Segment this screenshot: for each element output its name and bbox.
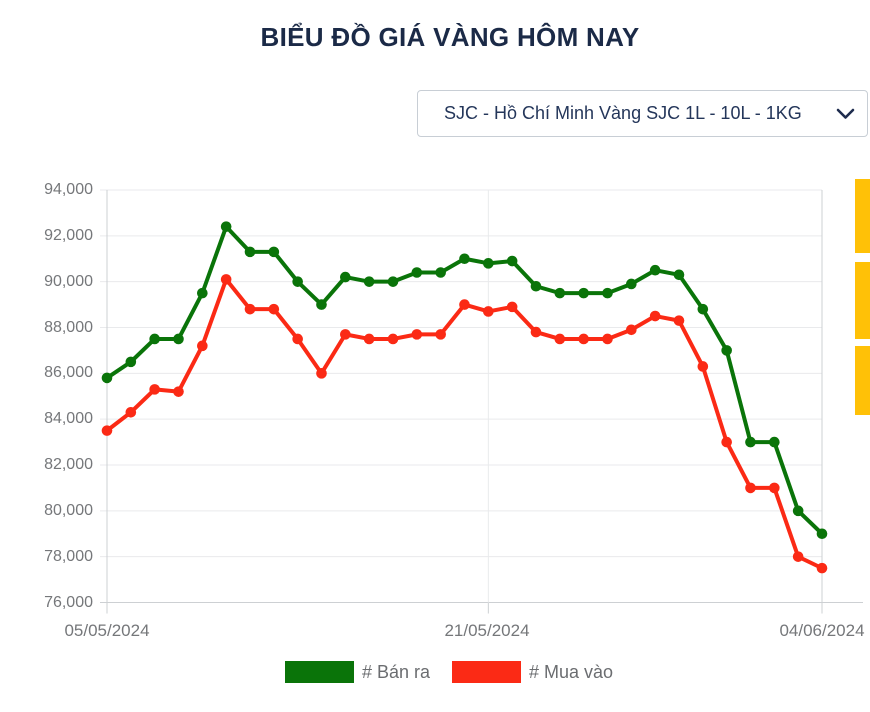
data-point [506, 301, 518, 313]
data-point [530, 326, 542, 338]
data-point [220, 221, 232, 232]
data-point [506, 255, 518, 267]
data-point [721, 345, 732, 356]
data-point [268, 303, 280, 315]
gold-type-select-value: SJC - Hồ Chí Minh Vàng SJC 1L - 10L - 1K… [444, 103, 802, 123]
data-point [125, 356, 137, 368]
data-point [220, 274, 232, 285]
data-point [769, 482, 780, 494]
data-point [340, 329, 351, 340]
legend-label-mua-vao: # Mua vào [528, 661, 614, 682]
data-point [435, 267, 446, 278]
data-point [626, 324, 637, 336]
data-point [530, 280, 542, 292]
series-line [105, 224, 824, 536]
data-point [173, 386, 184, 397]
legend-item-ban-ra[interactable]: # Bán ra [284, 661, 430, 683]
y-axis-label: 80,000 [44, 501, 93, 519]
data-point [673, 315, 685, 326]
data-point [602, 287, 613, 299]
x-axis-label-start: 05/05/2024 [64, 621, 150, 640]
data-point [101, 425, 113, 436]
data-point [554, 287, 566, 299]
data-point [745, 482, 756, 494]
legend-label-ban-ra: # Bán ra [361, 661, 430, 682]
data-point [292, 276, 303, 287]
data-point [316, 299, 327, 310]
y-axis-label: 84,000 [44, 410, 93, 428]
data-point [149, 384, 160, 395]
data-point [340, 271, 351, 283]
data-point [697, 361, 709, 372]
data-point [769, 436, 780, 448]
y-axis-label: 94,000 [44, 181, 93, 198]
chevron-down-icon [836, 108, 855, 119]
data-point [435, 329, 446, 340]
data-point [387, 276, 399, 287]
data-point [816, 562, 828, 574]
data-point [697, 303, 709, 315]
data-point [268, 246, 280, 258]
x-axis-label-middle: 21/05/2024 [444, 621, 530, 640]
chart-plot [100, 189, 863, 614]
data-point [649, 264, 661, 276]
data-point [197, 287, 208, 299]
legend-swatch-ban-ra [284, 661, 354, 683]
data-point [173, 333, 184, 345]
data-point [125, 406, 137, 418]
data-point [411, 329, 423, 340]
data-point [387, 333, 399, 345]
legend-item-mua-vao[interactable]: # Mua vào [451, 661, 614, 683]
data-point [483, 306, 494, 317]
data-point [101, 372, 113, 384]
data-point [244, 303, 256, 315]
y-axis-label: 76,000 [44, 593, 93, 611]
data-point [649, 310, 661, 322]
data-point [578, 287, 589, 299]
data-point [578, 333, 589, 345]
data-point [745, 436, 756, 448]
side-banner-1[interactable] [855, 179, 870, 253]
data-point [554, 333, 566, 345]
data-point [292, 333, 303, 345]
data-point [459, 299, 470, 310]
x-axis-label-end: 04/06/2024 [779, 621, 865, 640]
legend-swatch-mua-vao [451, 661, 521, 683]
data-point [626, 278, 637, 290]
gold-price-chart: 94,000 92,000 90,000 88,000 86,000 84,000 82,0… [0, 0, 865, 650]
data-point [673, 269, 685, 281]
data-point [792, 551, 804, 562]
gold-type-select[interactable]: SJC - Hồ Chí Minh Vàng SJC 1L - 10L - 1K… [417, 90, 868, 137]
data-point [721, 436, 732, 448]
y-axis-label: 92,000 [44, 226, 93, 244]
data-point [316, 368, 327, 379]
y-axis-label: 82,000 [44, 456, 93, 473]
y-axis-label: 86,000 [44, 364, 93, 382]
y-axis-label: 78,000 [44, 547, 93, 565]
data-point [483, 258, 494, 269]
page-title: BIỂU ĐỒ GIÁ VÀNG HÔM NAY [260, 22, 640, 52]
chart-legend: # Bán ra # Mua vào [28, 661, 870, 683]
data-point [363, 333, 375, 345]
side-banner-2[interactable] [855, 262, 870, 339]
data-point [197, 340, 208, 352]
data-point [411, 267, 423, 278]
y-axis-label: 90,000 [44, 272, 93, 290]
series-line [105, 277, 824, 571]
y-axis-label: 88,000 [44, 318, 93, 336]
side-banner-3[interactable] [855, 346, 870, 415]
y-axis-labels: 94,000 92,000 90,000 88,000 86,000 84,000 82,0… [0, 0, 93, 650]
data-point [244, 246, 256, 258]
data-point [363, 276, 375, 287]
data-point [792, 505, 804, 517]
data-point [602, 333, 613, 345]
data-point [816, 528, 828, 540]
data-point [459, 253, 470, 265]
data-point [149, 333, 160, 345]
